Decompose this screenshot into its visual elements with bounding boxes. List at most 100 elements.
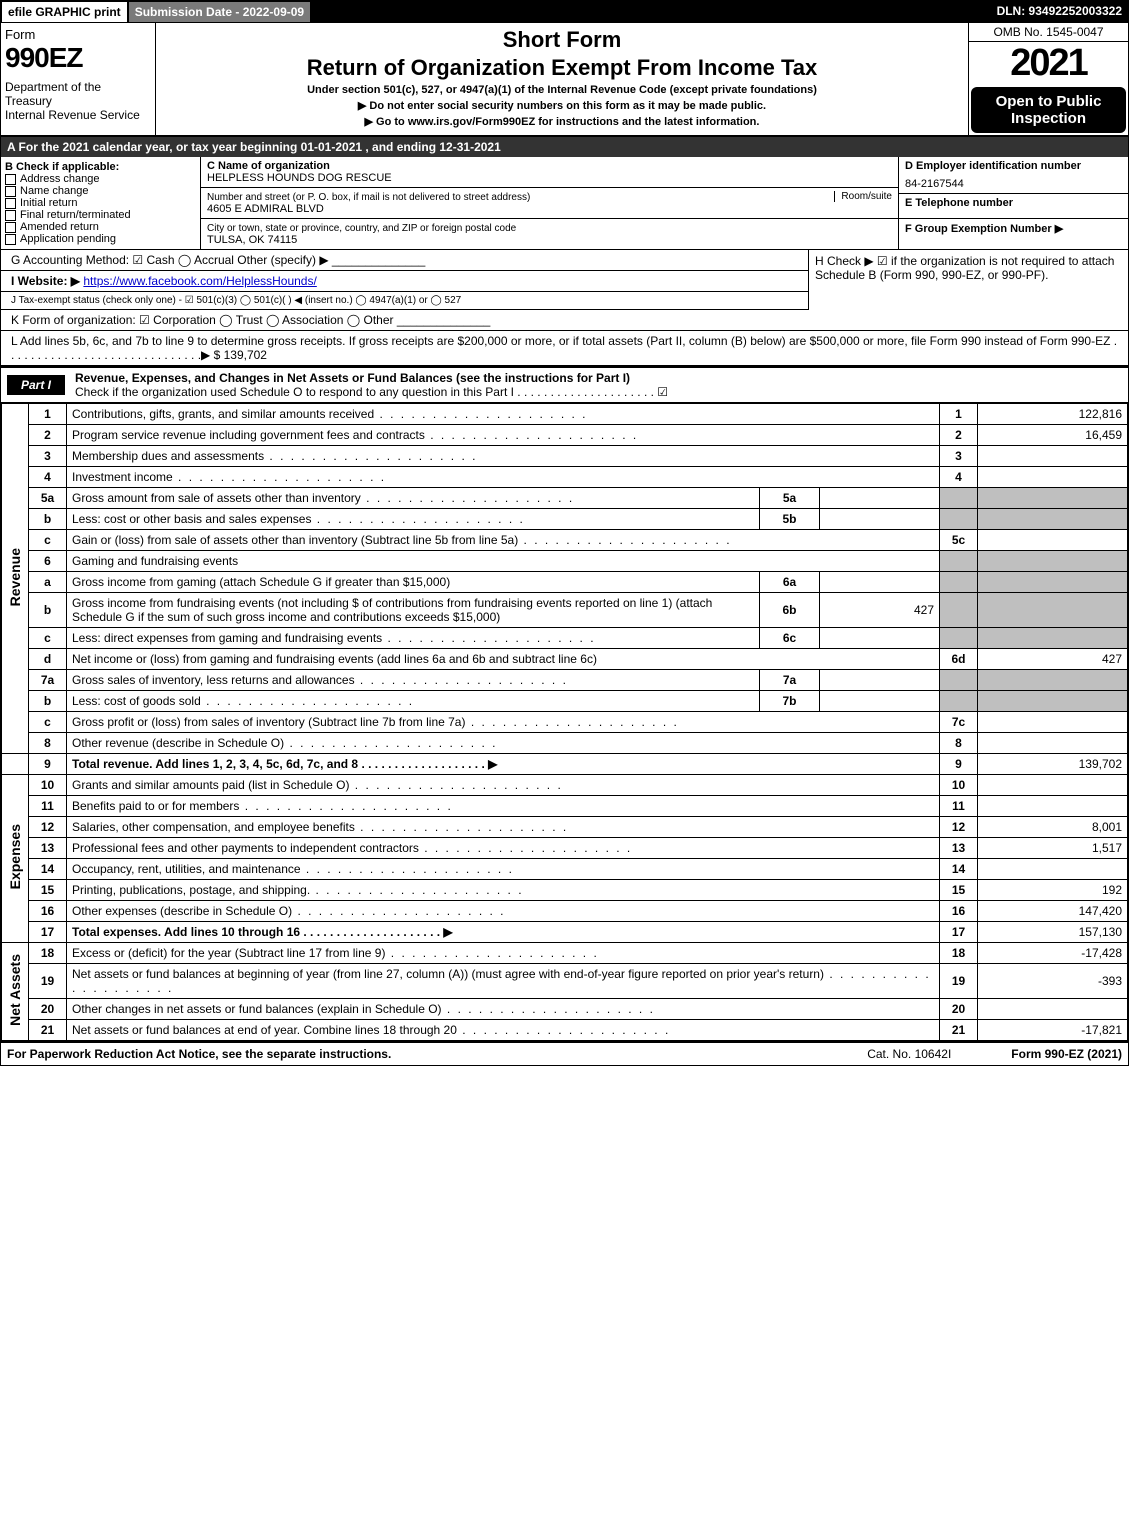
line-12-desc: Salaries, other compensation, and employ… (67, 817, 940, 838)
goto-link[interactable]: ▶ Go to www.irs.gov/Form990EZ for instru… (164, 115, 960, 128)
line-14-ref: 14 (940, 859, 978, 880)
initial-return-label: Initial return (20, 197, 77, 209)
line-6a-mid: 6a (760, 572, 820, 593)
line-i-website: I Website: ▶ https://www.facebook.com/He… (1, 271, 808, 292)
form-header: Form 990EZ Department of the Treasury In… (1, 23, 1128, 137)
line-1-num: 1 (29, 404, 67, 425)
line-j-tax-exempt: J Tax-exempt status (check only one) - ☑… (1, 292, 808, 310)
line-21-desc: Net assets or fund balances at end of ye… (67, 1020, 940, 1041)
city-label: City or town, state or province, country… (207, 223, 516, 234)
line-13-value: 1,517 (978, 838, 1128, 859)
line-4-num: 4 (29, 467, 67, 488)
line-7c-ref: 7c (940, 712, 978, 733)
line-6a-valshade (978, 572, 1128, 593)
line-9-value: 139,702 (978, 754, 1128, 775)
form-number: 990EZ (5, 42, 151, 74)
line-20-value (978, 999, 1128, 1020)
form-word: Form (5, 27, 151, 42)
line-5b-num: b (29, 509, 67, 530)
line-8-num: 8 (29, 733, 67, 754)
line-11-num: 11 (29, 796, 67, 817)
paperwork-notice: For Paperwork Reduction Act Notice, see … (7, 1047, 391, 1061)
line-7b-desc: Less: cost of goods sold (67, 691, 760, 712)
line-2-num: 2 (29, 425, 67, 446)
line-9-num: 9 (29, 754, 67, 775)
line-19-ref: 19 (940, 964, 978, 999)
form-ref: Form 990-EZ (2021) (1011, 1047, 1122, 1061)
line-7a-shade (940, 670, 978, 691)
line-5a-desc: Gross amount from sale of assets other t… (67, 488, 760, 509)
final-return-label: Final return/terminated (20, 209, 131, 221)
line-5c-num: c (29, 530, 67, 551)
line-6b-shade (940, 593, 978, 628)
cat-number: Cat. No. 10642I (867, 1047, 951, 1061)
name-change-label: Name change (20, 185, 89, 197)
website-label: I Website: ▶ (11, 274, 80, 288)
checkbox-application-pending[interactable] (5, 234, 16, 245)
line-19-desc: Net assets or fund balances at beginning… (67, 964, 940, 999)
line-4-ref: 4 (940, 467, 978, 488)
line-6b-midval: 427 (820, 593, 940, 628)
line-6b-mid: 6b (760, 593, 820, 628)
checkbox-final-return[interactable] (5, 210, 16, 221)
line-13-ref: 13 (940, 838, 978, 859)
expenses-section-label: Expenses (2, 775, 29, 943)
line-10-ref: 10 (940, 775, 978, 796)
line-6c-desc: Less: direct expenses from gaming and fu… (67, 628, 760, 649)
col-c-org-info: C Name of organization HELPLESS HOUNDS D… (201, 157, 898, 249)
line-5c-ref: 5c (940, 530, 978, 551)
line-l-gross-receipts: L Add lines 5b, 6c, and 7b to line 9 to … (1, 331, 1128, 366)
header-right: OMB No. 1545-0047 2021 Open to Public In… (968, 23, 1128, 135)
line-13-desc: Professional fees and other payments to … (67, 838, 940, 859)
line-18-desc: Excess or (deficit) for the year (Subtra… (67, 943, 940, 964)
efile-print-label[interactable]: efile GRAPHIC print (1, 1, 128, 23)
short-form-title: Short Form (164, 27, 960, 53)
line-5a-mid: 5a (760, 488, 820, 509)
street-label: Number and street (or P. O. box, if mail… (207, 192, 530, 203)
part-i-table: Revenue 1 Contributions, gifts, grants, … (1, 403, 1128, 1041)
checkbox-initial-return[interactable] (5, 198, 16, 209)
line-17-value: 157,130 (978, 922, 1128, 943)
line-6c-valshade (978, 628, 1128, 649)
checkbox-address-change[interactable] (5, 174, 16, 185)
line-16-value: 147,420 (978, 901, 1128, 922)
line-17-desc: Total expenses. Add lines 10 through 16 … (67, 922, 940, 943)
line-1-ref: 1 (940, 404, 978, 425)
top-bar: efile GRAPHIC print Submission Date - 20… (1, 1, 1128, 23)
under-section: Under section 501(c), 527, or 4947(a)(1)… (164, 84, 960, 96)
col-b-checkboxes: B Check if applicable: Address change Na… (1, 157, 201, 249)
line-2-ref: 2 (940, 425, 978, 446)
line-18-num: 18 (29, 943, 67, 964)
line-6a-num: a (29, 572, 67, 593)
line-11-desc: Benefits paid to or for members (67, 796, 940, 817)
line-3-num: 3 (29, 446, 67, 467)
line-20-num: 20 (29, 999, 67, 1020)
line-1-desc: Contributions, gifts, grants, and simila… (67, 404, 940, 425)
line-7b-shade (940, 691, 978, 712)
d-ein-label: D Employer identification number (899, 157, 1128, 175)
spacer (2, 754, 29, 775)
line-5c-desc: Gain or (loss) from sale of assets other… (67, 530, 940, 551)
line-7a-midval (820, 670, 940, 691)
checkbox-amended-return[interactable] (5, 222, 16, 233)
line-7a-mid: 7a (760, 670, 820, 691)
line-5b-desc: Less: cost or other basis and sales expe… (67, 509, 760, 530)
dept-treasury: Department of the Treasury (5, 80, 151, 108)
website-link[interactable]: https://www.facebook.com/HelplessHounds/ (83, 274, 316, 288)
part-i-check: Check if the organization used Schedule … (75, 385, 668, 399)
line-11-value (978, 796, 1128, 817)
checkbox-name-change[interactable] (5, 186, 16, 197)
tax-year: 2021 (969, 42, 1128, 85)
no-ssn-note: ▶ Do not enter social security numbers o… (164, 99, 960, 112)
amended-return-label: Amended return (20, 221, 99, 233)
line-15-ref: 15 (940, 880, 978, 901)
line-6c-shade (940, 628, 978, 649)
line-7c-num: c (29, 712, 67, 733)
line-k-org-form: K Form of organization: ☑ Corporation ◯ … (1, 310, 1128, 331)
line-6b-valshade (978, 593, 1128, 628)
line-7b-mid: 7b (760, 691, 820, 712)
line-13-num: 13 (29, 838, 67, 859)
line-3-desc: Membership dues and assessments (67, 446, 940, 467)
line-6c-mid: 6c (760, 628, 820, 649)
line-14-value (978, 859, 1128, 880)
